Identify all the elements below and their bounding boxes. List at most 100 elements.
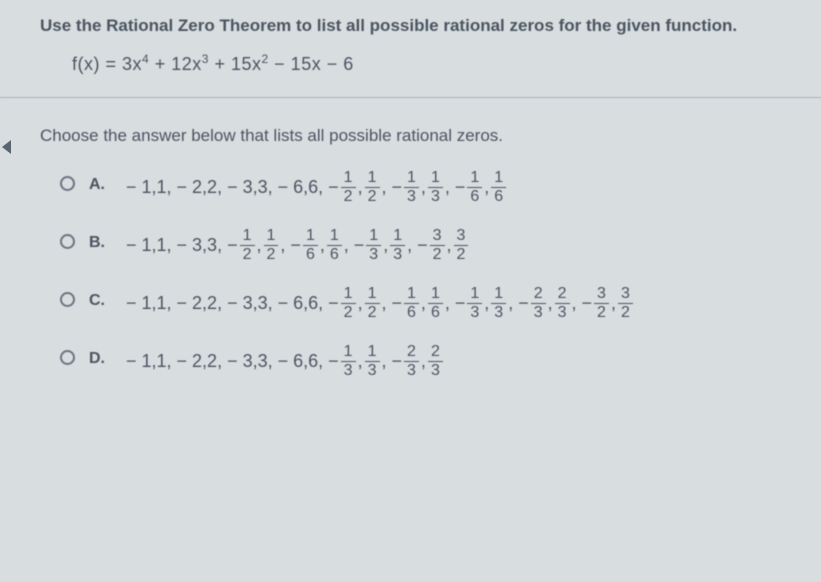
fraction: 13 [428, 170, 443, 205]
math-text: , [420, 282, 427, 324]
math-text: , − [279, 224, 302, 266]
math-text: , [483, 166, 490, 208]
question-prompt: Use the Rational Zero Theorem to list al… [40, 16, 797, 36]
fraction-denominator: 2 [240, 246, 255, 263]
fraction-numerator: 1 [491, 170, 506, 188]
answer-option[interactable]: C.− 1,1, − 2,2, − 3,3, − 6,6, −12,12, −1… [60, 282, 797, 324]
fraction-denominator: 6 [467, 188, 482, 205]
math-text: , − [444, 166, 467, 208]
radio-button[interactable] [60, 292, 75, 307]
fraction-numerator: 1 [365, 344, 380, 362]
option-letter: A. [89, 176, 111, 194]
fraction: 13 [390, 228, 405, 263]
fraction-denominator: 2 [365, 188, 380, 205]
fraction-numerator: 1 [428, 170, 443, 188]
equation: f(x) = 3x4 + 12x3 + 15x2 − 15x − 6 [72, 52, 797, 75]
math-text: − 1,1, − 3,3, − [125, 224, 239, 266]
fraction-numerator: 3 [430, 228, 445, 246]
fraction-denominator: 6 [327, 246, 342, 263]
fraction-numerator: 2 [531, 286, 546, 304]
math-text: , − [343, 224, 366, 266]
section-divider [0, 97, 821, 98]
fraction-denominator: 3 [555, 304, 570, 321]
fraction: 13 [467, 286, 482, 321]
question-page: Use the Rational Zero Theorem to list al… [0, 0, 821, 422]
eq-exp-1: 3 [202, 52, 209, 66]
fraction: 32 [618, 286, 633, 321]
fraction: 16 [428, 286, 443, 321]
eq-after-1: + 15x [209, 54, 262, 74]
fraction-numerator: 1 [365, 170, 380, 188]
eq-after-0: + 12x [149, 54, 202, 74]
fraction-denominator: 3 [365, 362, 380, 379]
fraction-numerator: 3 [618, 286, 633, 304]
fraction: 12 [240, 228, 255, 263]
fraction-numerator: 1 [366, 228, 381, 246]
fraction: 13 [491, 286, 506, 321]
fraction: 12 [264, 228, 279, 263]
fraction-numerator: 1 [491, 286, 506, 304]
answer-instruction: Choose the answer below that lists all p… [40, 126, 797, 146]
fraction-denominator: 3 [404, 188, 419, 205]
radio-button[interactable] [60, 350, 75, 365]
options-list: A.− 1,1, − 2,2, − 3,3, − 6,6, −12,12, −1… [40, 166, 797, 382]
math-text: , [357, 166, 364, 208]
fraction: 12 [365, 170, 380, 205]
option-expression: − 1,1, − 2,2, − 3,3, − 6,6, −12,12, −13,… [125, 166, 507, 208]
math-text: , [547, 282, 554, 324]
fraction-denominator: 3 [404, 362, 419, 379]
option-letter: B. [89, 234, 111, 252]
fraction-numerator: 1 [327, 228, 342, 246]
fraction-numerator: 1 [264, 228, 279, 246]
fraction-denominator: 3 [467, 304, 482, 321]
fraction: 12 [341, 286, 356, 321]
radio-button[interactable] [60, 176, 75, 191]
math-text: − 1,1, − 2,2, − 3,3, − 6,6, − [125, 340, 340, 382]
fraction-numerator: 2 [404, 344, 419, 362]
fraction-denominator: 3 [341, 362, 356, 379]
fraction-denominator: 6 [404, 304, 419, 321]
fraction-denominator: 3 [390, 246, 405, 263]
fraction-denominator: 2 [618, 304, 633, 321]
fraction-numerator: 1 [404, 170, 419, 188]
math-text: , [610, 282, 617, 324]
fraction-numerator: 1 [341, 286, 356, 304]
math-text: , [357, 340, 364, 382]
answer-option[interactable]: A.− 1,1, − 2,2, − 3,3, − 6,6, −12,12, −1… [60, 166, 797, 208]
fraction: 23 [555, 286, 570, 321]
math-text: , [256, 224, 263, 266]
fraction: 13 [404, 170, 419, 205]
math-text: , − [444, 282, 467, 324]
math-text: , − [571, 282, 594, 324]
option-letter: D. [89, 350, 111, 368]
fraction-numerator: 1 [341, 170, 356, 188]
fraction: 23 [428, 344, 443, 379]
math-text: , [357, 282, 364, 324]
fraction-denominator: 2 [594, 304, 609, 321]
answer-option[interactable]: D.− 1,1, − 2,2, − 3,3, − 6,6, −13,13, −2… [60, 340, 797, 382]
math-text: , [420, 340, 427, 382]
fraction: 12 [365, 286, 380, 321]
fraction-numerator: 1 [467, 170, 482, 188]
fraction: 16 [327, 228, 342, 263]
math-text: − 1,1, − 2,2, − 3,3, − 6,6, − [125, 166, 340, 208]
math-text: , [319, 224, 326, 266]
fraction: 16 [491, 170, 506, 205]
radio-button[interactable] [60, 234, 75, 249]
math-text: , [382, 224, 389, 266]
fraction-denominator: 2 [341, 188, 356, 205]
math-text: , − [381, 340, 404, 382]
fraction: 32 [430, 228, 445, 263]
fraction-numerator: 3 [454, 228, 469, 246]
fraction: 23 [531, 286, 546, 321]
answer-option[interactable]: B.− 1,1, − 3,3, −12,12, −16,16, −13,13, … [60, 224, 797, 266]
fraction: 32 [594, 286, 609, 321]
math-text: , [446, 224, 453, 266]
fraction: 13 [366, 228, 381, 263]
fraction-denominator: 2 [365, 304, 380, 321]
fraction-numerator: 1 [365, 286, 380, 304]
fraction-denominator: 6 [303, 246, 318, 263]
fraction-denominator: 2 [430, 246, 445, 263]
eq-prefix: f(x) = 3x [72, 54, 142, 74]
fraction-denominator: 3 [428, 362, 443, 379]
